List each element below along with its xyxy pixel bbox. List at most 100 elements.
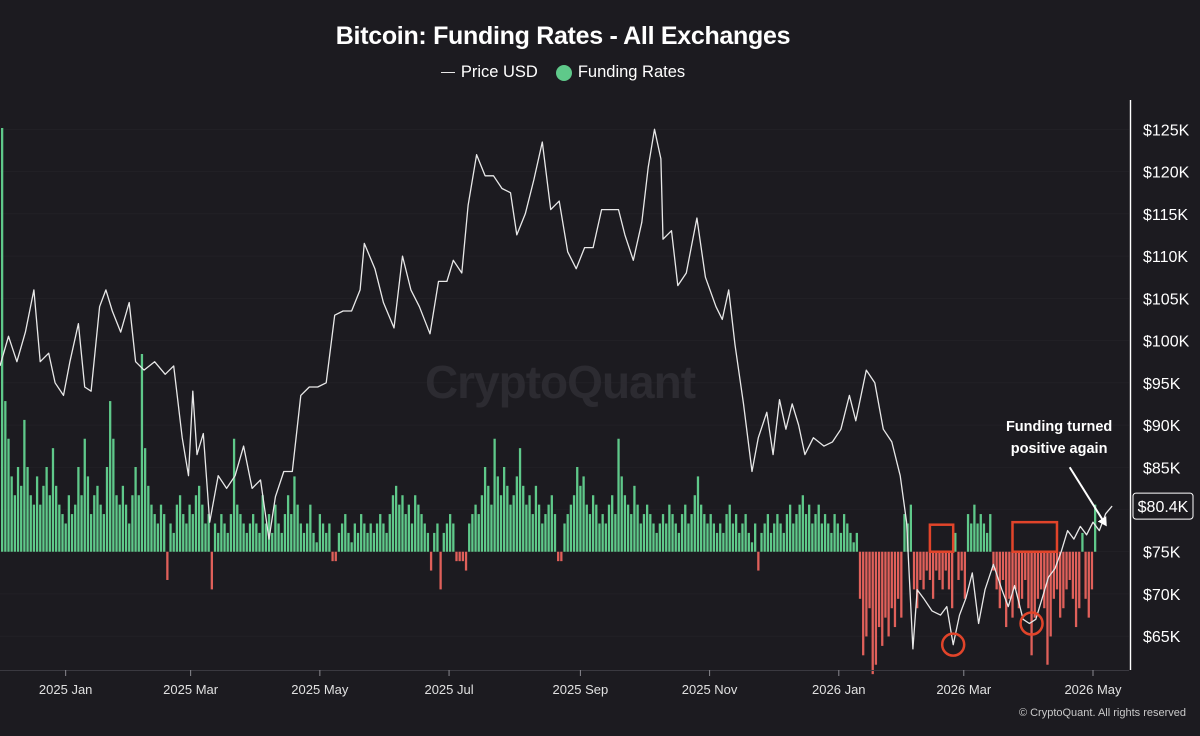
funding-bar <box>433 532 436 552</box>
funding-bar <box>429 551 433 571</box>
funding-bar <box>734 514 738 552</box>
funding-bar <box>55 485 58 552</box>
funding-bar <box>239 514 242 552</box>
funding-bar <box>690 514 693 552</box>
funding-bar <box>105 466 109 552</box>
funding-bar <box>426 532 430 552</box>
funding-bar <box>350 542 353 552</box>
funding-bar <box>70 514 74 552</box>
funding-bar <box>7 438 10 552</box>
price-line <box>0 128 1113 650</box>
funding-bar <box>963 551 967 599</box>
funding-bar <box>48 495 51 552</box>
funding-bar <box>487 485 490 552</box>
funding-bar <box>833 514 836 552</box>
funding-bar <box>474 504 477 552</box>
funding-bar <box>128 523 131 552</box>
funding-bar <box>509 504 512 552</box>
funding-bar <box>286 495 290 552</box>
x-tick-label: 2025 Jul <box>424 682 473 697</box>
funding-bar <box>258 532 261 552</box>
x-tick-label: 2025 Nov <box>682 682 738 697</box>
funding-bar <box>1049 551 1052 637</box>
funding-bar <box>862 551 865 656</box>
funding-bar <box>134 466 137 552</box>
funding-bar <box>328 523 331 552</box>
x-tick-label: 2026 May <box>1064 682 1122 697</box>
funding-bar <box>401 495 404 552</box>
funding-bar <box>74 504 77 552</box>
funding-bar <box>226 532 229 552</box>
funding-bar <box>1036 551 1040 599</box>
funding-bar <box>124 504 128 552</box>
x-tick-label: 2025 Mar <box>163 682 219 697</box>
funding-bar <box>1062 551 1065 609</box>
price-line-layer <box>0 128 1113 650</box>
funding-bar <box>153 514 156 552</box>
funding-bar <box>360 514 363 552</box>
funding-bar <box>490 504 493 552</box>
funding-bar <box>442 532 445 552</box>
highlight-box <box>1011 520 1059 553</box>
funding-bar <box>566 514 569 552</box>
funding-bar <box>512 495 515 552</box>
funding-bar <box>315 542 318 552</box>
funding-bar <box>67 495 71 552</box>
funding-bar <box>188 504 191 552</box>
y-tick-label: $120K <box>1143 165 1190 182</box>
funding-bar <box>363 523 366 552</box>
funding-bar <box>191 514 194 552</box>
funding-bar <box>944 551 947 571</box>
funding-bar <box>264 523 268 552</box>
funding-bar <box>588 514 592 552</box>
funding-bar <box>1074 551 1078 628</box>
funding-bar <box>468 523 471 552</box>
funding-bar <box>951 551 954 609</box>
funding-bar <box>64 523 67 552</box>
funding-bar <box>779 523 782 552</box>
funding-bar <box>410 523 414 552</box>
funding-bar <box>483 466 487 552</box>
y-tick-label: $115K <box>1143 207 1188 224</box>
funding-bar <box>722 532 725 552</box>
funding-bar <box>525 504 528 552</box>
funding-bar <box>325 532 328 552</box>
funding-bar <box>700 504 703 552</box>
funding-bar <box>213 523 217 552</box>
funding-bar <box>823 514 827 552</box>
funding-bar <box>118 504 121 552</box>
legend-item-price[interactable]: Price USD <box>440 63 538 82</box>
funding-bar <box>1008 551 1011 599</box>
funding-bar <box>480 495 484 552</box>
funding-bar <box>871 551 874 675</box>
funding-bar <box>93 495 96 552</box>
funding-bar <box>607 504 611 552</box>
funding-bar <box>407 504 410 552</box>
funding-bar <box>394 485 398 552</box>
funding-bar <box>849 532 852 552</box>
axes: $65K $70K $75K $85K $90K $95K $100K $105K $110K $… <box>0 100 1194 697</box>
funding-bar <box>356 532 360 552</box>
funding-bar <box>375 523 379 552</box>
funding-bar <box>572 495 576 552</box>
legend-item-funding[interactable]: Funding Rates <box>555 63 685 82</box>
funding-bar <box>197 485 201 552</box>
funding-bar <box>147 485 150 552</box>
highlight-circle <box>940 632 966 657</box>
copyright-footer: © CryptoQuant. All rights reserved <box>1018 707 1186 719</box>
funding-bar <box>1011 551 1014 618</box>
funding-bar <box>267 514 271 552</box>
funding-bar <box>715 532 719 552</box>
funding-bar <box>172 532 175 552</box>
funding-bar <box>1093 504 1097 552</box>
funding-bar <box>604 523 607 552</box>
funding-bar <box>925 551 928 571</box>
funding-bar <box>458 551 461 562</box>
funding-bars <box>1 128 1097 675</box>
funding-bar <box>601 514 604 552</box>
funding-bar <box>798 504 801 552</box>
x-tick-label: 2025 May <box>291 682 349 697</box>
chart-title: Bitcoin: Funding Rates - All Exchanges <box>335 22 791 50</box>
funding-bar <box>331 551 334 562</box>
funding-bar <box>680 514 684 552</box>
